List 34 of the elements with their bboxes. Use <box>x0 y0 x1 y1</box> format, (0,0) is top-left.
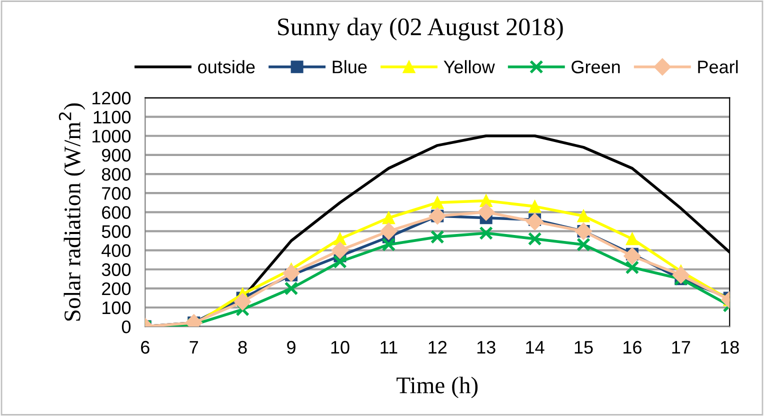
x-tick-label: 6 <box>141 340 150 354</box>
y-tick-label: 400 <box>102 244 131 258</box>
y-tick-label: 500 <box>102 225 131 238</box>
legend-label: Yellow <box>444 60 495 74</box>
x-tick-label: 7 <box>190 341 198 354</box>
x-tick-label: 14 <box>526 341 544 354</box>
x-tick-label: 12 <box>428 340 447 354</box>
y-tick-label: 0 <box>122 320 131 334</box>
legend-label: outside <box>198 60 255 74</box>
x-tick-label: 16 <box>624 340 642 354</box>
y-axis-title: Solar radiation (W/m$^{2}$) <box>58 103 86 321</box>
x-tick-label: 9 <box>287 340 296 354</box>
y-tick-label: 800 <box>102 168 131 181</box>
y-tick-label: 700 <box>102 187 131 200</box>
legend-label: Blue <box>332 60 367 74</box>
y-tick-label: 1000 <box>92 130 131 143</box>
y-tick-label: 200 <box>102 282 131 296</box>
x-tick-label: 17 <box>672 341 690 354</box>
y-tick-label: 600 <box>102 206 131 219</box>
y-tick-label: 1100 <box>94 110 131 124</box>
y-tick-label: 100 <box>102 301 131 314</box>
x-axis-title: Time (h) <box>396 376 478 398</box>
x-tick-label: 18 <box>720 340 739 354</box>
legend-label: Green <box>572 60 620 74</box>
legend-label: Pearl <box>698 60 738 74</box>
x-tick-label: 13 <box>477 340 496 354</box>
chart-title: Sunny day (02 August 2018) <box>278 18 563 40</box>
x-tick-label: 8 <box>238 340 247 354</box>
x-tick-label: 15 <box>574 341 593 354</box>
y-tick-label: 1200 <box>92 92 131 104</box>
y-tick-label: 900 <box>102 148 131 162</box>
x-tick-label: 11 <box>380 341 398 354</box>
x-tick-label: 10 <box>331 340 350 354</box>
y-tick-label: 300 <box>102 263 131 276</box>
